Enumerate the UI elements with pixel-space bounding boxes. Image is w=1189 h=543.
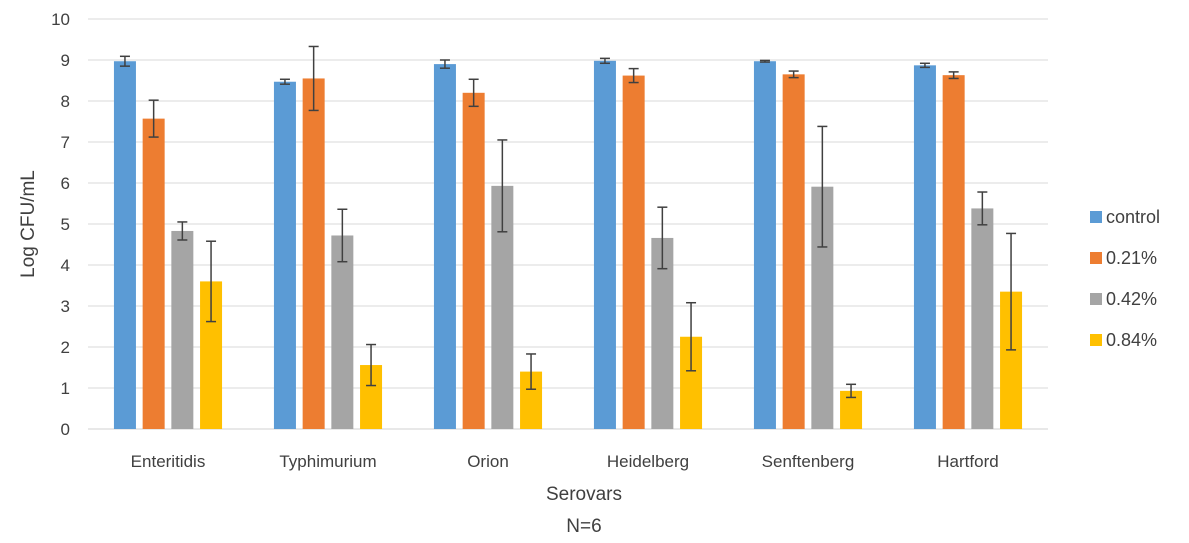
bar — [273, 81, 296, 429]
legend-label: 0.21% — [1106, 248, 1157, 268]
legend-label: 0.42% — [1106, 289, 1157, 309]
bar — [462, 92, 485, 430]
bar — [651, 237, 674, 429]
bar — [171, 230, 194, 429]
y-tick-label: 8 — [61, 92, 70, 111]
y-tick-label: 7 — [61, 133, 70, 152]
bar — [491, 185, 514, 429]
y-tick-label: 0 — [61, 420, 70, 439]
legend-swatch — [1090, 252, 1102, 264]
legend-swatch — [1090, 334, 1102, 346]
x-axis-note: N=6 — [566, 516, 601, 537]
y-axis-ticks: 0 1 2 3 4 5 6 7 8 9 10 — [51, 10, 70, 439]
y-tick-label: 6 — [61, 174, 70, 193]
y-tick-label: 2 — [61, 338, 70, 357]
legend-swatch — [1090, 293, 1102, 305]
legend-label: 0.84% — [1106, 330, 1157, 350]
y-tick-label: 1 — [61, 379, 70, 398]
bar — [680, 336, 703, 429]
bar — [622, 75, 645, 429]
x-tick-label: Hartford — [937, 452, 998, 471]
bar — [753, 61, 776, 429]
bar — [913, 65, 936, 429]
gridlines — [88, 18, 1048, 430]
y-tick-label: 10 — [51, 10, 70, 29]
bar — [520, 371, 543, 429]
y-tick-label: 4 — [61, 256, 70, 275]
y-tick-label: 3 — [61, 297, 70, 316]
bar — [200, 281, 223, 429]
bars — [113, 60, 1023, 430]
bar — [942, 75, 965, 430]
x-tick-label: Enteritidis — [131, 452, 206, 471]
bar — [142, 118, 165, 429]
legend-label: control — [1106, 207, 1160, 227]
y-axis-title: Log CFU/mL — [18, 170, 39, 278]
x-tick-label: Orion — [467, 452, 509, 471]
y-tick-label: 5 — [61, 215, 70, 234]
error-bars — [119, 45, 1017, 399]
x-tick-label: Typhimurium — [279, 452, 376, 471]
legend: control 0.21% 0.42% 0.84% — [1090, 207, 1160, 350]
bar — [971, 208, 994, 429]
bar — [113, 61, 136, 429]
x-axis-ticks: Enteritidis Typhimurium Orion Heidelberg Sen… — [131, 452, 999, 471]
bar — [593, 60, 616, 429]
x-tick-label: Senftenberg — [762, 452, 855, 471]
bar — [331, 235, 354, 429]
bar — [433, 64, 456, 429]
bar — [782, 74, 805, 429]
legend-swatch — [1090, 211, 1102, 223]
bar — [811, 186, 834, 429]
bar — [302, 78, 325, 429]
bar — [840, 390, 863, 429]
bar — [1000, 291, 1023, 429]
x-axis-title: Serovars — [546, 484, 622, 505]
x-tick-label: Heidelberg — [607, 452, 689, 471]
bar — [360, 365, 383, 429]
y-tick-label: 9 — [61, 51, 70, 70]
